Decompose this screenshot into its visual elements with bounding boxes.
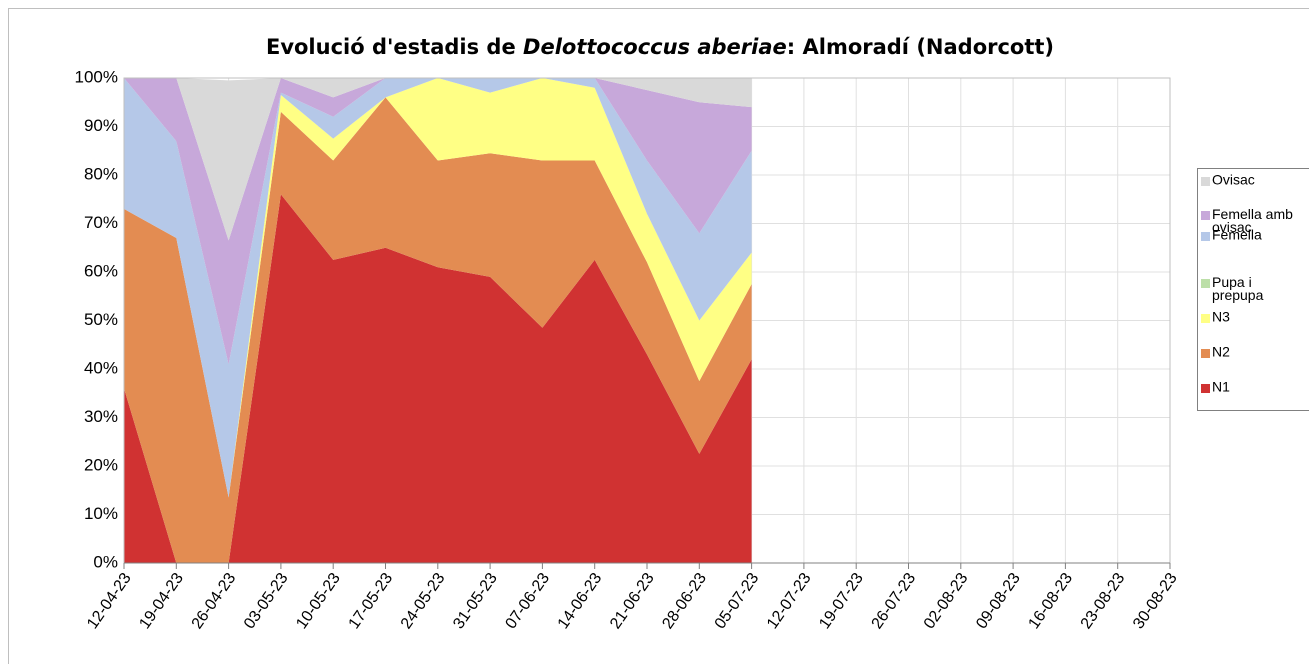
chart-title: Evolució d'estadis de Delottococcus aber… [266, 35, 1054, 59]
y-tick-label: 100% [75, 67, 118, 86]
y-tick-label: 70% [84, 213, 118, 232]
legend-label: Ovisac [1212, 172, 1255, 188]
y-tick-label: 30% [84, 407, 118, 426]
title-part: Delottococcus aberiae [523, 35, 787, 59]
legend-swatch [1201, 314, 1210, 323]
legend-label: Femella [1212, 227, 1262, 243]
y-tick-label: 0% [93, 552, 118, 571]
y-tick-label: 50% [84, 310, 118, 329]
y-tick-label: 60% [84, 261, 118, 280]
y-tick-label: 10% [84, 504, 118, 523]
legend-swatch [1201, 384, 1210, 393]
y-tick-label: 40% [84, 358, 118, 377]
legend-label: N3 [1212, 309, 1230, 325]
legend-swatch [1201, 211, 1210, 220]
y-tick-label: 90% [84, 116, 118, 135]
legend-swatch [1201, 279, 1210, 288]
legend-swatch [1201, 177, 1210, 186]
y-tick-label: 80% [84, 164, 118, 183]
title-part: : Almoradí (Nadorcott) [787, 35, 1054, 59]
y-tick-label: 20% [84, 455, 118, 474]
legend-swatch [1201, 349, 1210, 358]
title-part: Evolució d'estadis de [266, 35, 523, 59]
legend-label: N2 [1212, 344, 1230, 360]
legend-label: N1 [1212, 379, 1230, 395]
legend-swatch [1201, 232, 1210, 241]
legend-label-line: prepupa [1212, 287, 1264, 303]
